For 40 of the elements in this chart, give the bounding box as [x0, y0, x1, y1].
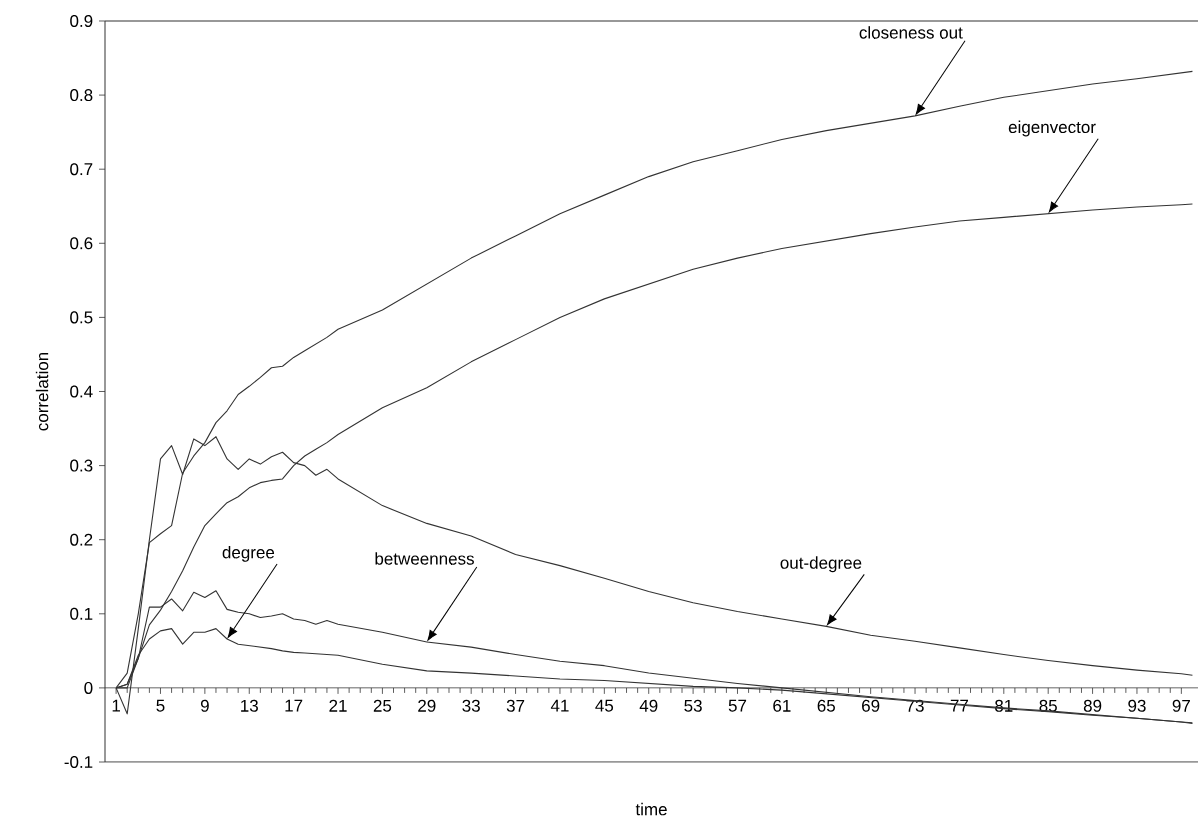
y-tick-label: 0.2 [70, 533, 93, 546]
y-tick-label: 0.5 [70, 311, 93, 324]
y-tick-label: 0.1 [70, 607, 93, 620]
x-tick-label: 21 [329, 699, 347, 712]
y-tick-label: 0.9 [70, 14, 93, 28]
x-tick-label: 13 [241, 699, 258, 712]
x-tick-label: 25 [373, 699, 392, 712]
y-tick-label: -0.1 [64, 755, 93, 769]
x-tick-label: 73 [906, 699, 924, 712]
x-tick-label: 1 [112, 699, 120, 712]
y-tick-label: 0.4 [70, 385, 93, 398]
x-tick-label: 61 [773, 699, 791, 712]
y-tick-label: 0 [84, 681, 93, 694]
x-tick-label: 53 [684, 699, 702, 712]
x-tick-label: 9 [200, 699, 209, 712]
x-axis-title: time [635, 802, 667, 816]
text: eigenvector [1008, 120, 1096, 137]
text: betweenness [375, 552, 474, 565]
y-tick-label: 0.7 [70, 163, 93, 176]
x-tick-label: 5 [156, 699, 165, 712]
x-tick-label: 69 [862, 699, 880, 712]
x-tick-label: 41 [550, 699, 569, 712]
text: out-degree [780, 556, 862, 573]
x-tick-label: 89 [1083, 699, 1102, 712]
y-tick-label: 0.8 [70, 89, 93, 102]
text: degree [222, 545, 275, 562]
y-axis-title: correlation [35, 352, 49, 431]
y-tick-label: 0.3 [70, 459, 93, 472]
x-tick-label: 29 [418, 699, 436, 712]
x-tick-label: 17 [285, 699, 303, 712]
x-tick-label: 57 [728, 699, 747, 712]
y-tick-label: 0.6 [70, 237, 93, 250]
x-tick-label: 49 [639, 699, 658, 712]
x-tick-label: 33 [462, 699, 480, 712]
x-tick-label: 37 [506, 699, 525, 712]
text: closeness out [859, 26, 963, 39]
x-tick-label: 97 [1172, 699, 1190, 712]
x-tick-label: 65 [817, 699, 835, 712]
x-tick-label: 45 [595, 699, 614, 712]
x-tick-label: 93 [1128, 699, 1146, 712]
